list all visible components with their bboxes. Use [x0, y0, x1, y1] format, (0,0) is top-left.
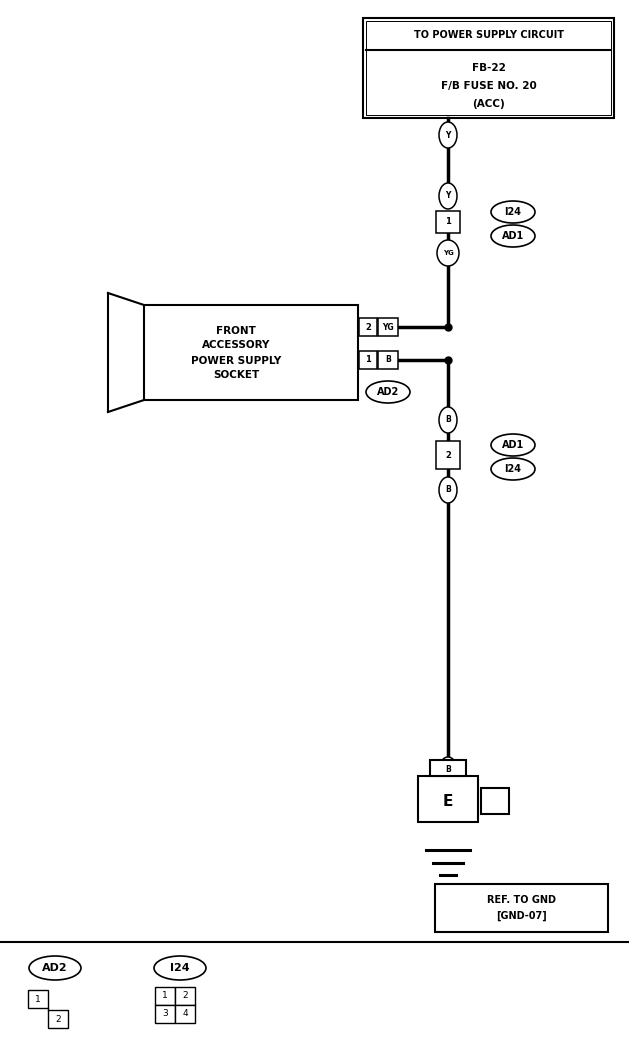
Bar: [155, 1005, 175, 1022]
Ellipse shape: [439, 757, 457, 783]
Text: Y: Y: [445, 131, 451, 140]
Text: FRONT: FRONT: [216, 326, 256, 336]
Bar: [363, 18, 614, 118]
Text: 2: 2: [55, 1014, 61, 1024]
Bar: [359, 318, 377, 336]
Bar: [48, 1010, 68, 1028]
Bar: [175, 987, 195, 1005]
Text: AD2: AD2: [377, 387, 399, 397]
Text: 2: 2: [365, 323, 371, 332]
Text: 1: 1: [35, 994, 41, 1004]
Bar: [144, 305, 358, 400]
Text: E: E: [443, 794, 453, 810]
Bar: [175, 1005, 195, 1022]
Text: B: B: [385, 356, 391, 364]
Text: 2: 2: [445, 450, 451, 459]
Text: SOCKET: SOCKET: [213, 370, 259, 381]
Text: YG: YG: [443, 250, 454, 256]
Text: AD1: AD1: [502, 440, 524, 450]
Bar: [359, 351, 377, 369]
Ellipse shape: [154, 956, 206, 980]
Text: AD1: AD1: [502, 231, 524, 241]
Text: REF. TO GND: REF. TO GND: [487, 895, 556, 905]
Ellipse shape: [491, 435, 535, 456]
Ellipse shape: [439, 183, 457, 209]
Text: B: B: [445, 416, 451, 424]
Text: I24: I24: [170, 963, 190, 973]
Text: ACCESSORY: ACCESSORY: [202, 340, 270, 351]
Text: [GND-07]: [GND-07]: [496, 910, 547, 921]
Bar: [28, 990, 48, 1008]
Text: 1: 1: [365, 356, 371, 364]
Bar: [366, 21, 611, 115]
Text: I24: I24: [504, 464, 521, 474]
Bar: [481, 788, 509, 814]
Text: 4: 4: [182, 1009, 188, 1018]
Bar: [435, 884, 608, 932]
Bar: [418, 776, 478, 822]
Text: 2: 2: [182, 991, 188, 1001]
Ellipse shape: [439, 122, 457, 148]
Ellipse shape: [439, 477, 457, 503]
Text: TO POWER SUPPLY CIRCUIT: TO POWER SUPPLY CIRCUIT: [413, 30, 564, 40]
Ellipse shape: [491, 458, 535, 480]
Bar: [436, 211, 460, 233]
Text: Y: Y: [445, 192, 451, 200]
Text: 1: 1: [162, 991, 168, 1001]
Ellipse shape: [437, 240, 459, 267]
Text: F/B FUSE NO. 20: F/B FUSE NO. 20: [441, 81, 537, 91]
Bar: [436, 441, 460, 469]
Bar: [430, 760, 466, 776]
Ellipse shape: [29, 956, 81, 980]
Text: YG: YG: [382, 323, 394, 332]
Bar: [378, 351, 398, 369]
Text: 1: 1: [445, 218, 451, 226]
Text: POWER SUPPLY: POWER SUPPLY: [191, 356, 281, 365]
Ellipse shape: [366, 381, 410, 403]
Text: I24: I24: [504, 207, 521, 217]
Ellipse shape: [491, 201, 535, 223]
Text: FB-22: FB-22: [472, 63, 506, 73]
Text: (ACC): (ACC): [472, 99, 505, 109]
Ellipse shape: [439, 407, 457, 433]
Bar: [155, 987, 175, 1005]
Text: AD2: AD2: [42, 963, 68, 973]
Text: 3: 3: [162, 1009, 168, 1018]
Text: B: B: [445, 485, 451, 495]
Text: B: B: [445, 765, 451, 775]
Ellipse shape: [491, 225, 535, 247]
Bar: [378, 318, 398, 336]
